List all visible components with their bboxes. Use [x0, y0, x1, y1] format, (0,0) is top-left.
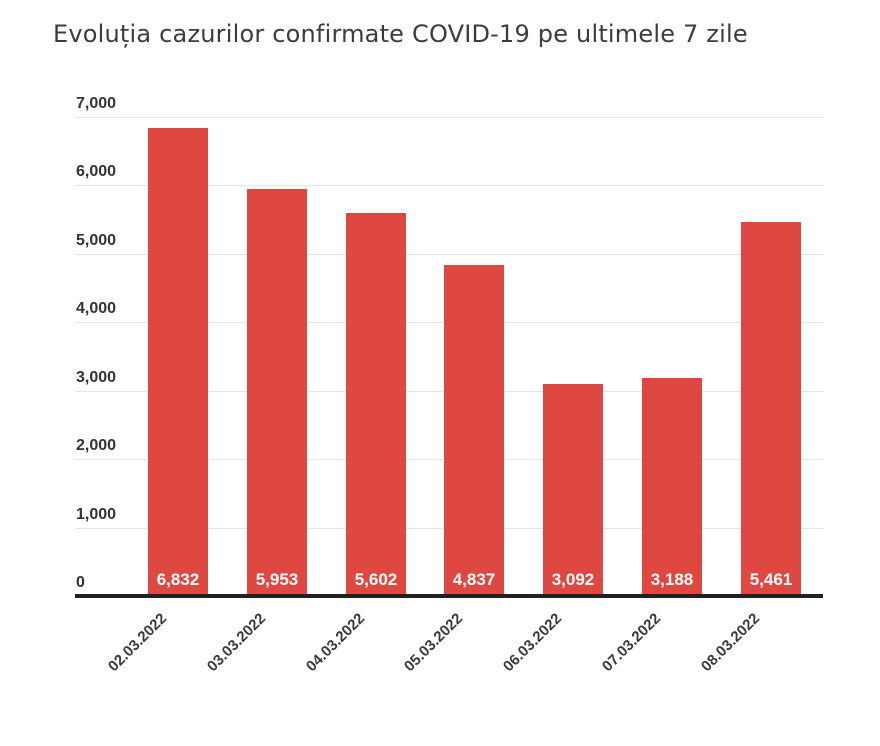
y-gridline: [75, 185, 824, 186]
y-tick-label: 3,000: [76, 369, 117, 386]
bar: [148, 128, 208, 594]
bar: [444, 265, 504, 594]
x-axis-line: [75, 594, 823, 598]
x-tick-label: 05.03.2022: [400, 610, 467, 676]
y-gridline: [75, 117, 824, 118]
x-tick-label: 03.03.2022: [203, 610, 270, 676]
x-tick-label: 07.03.2022: [598, 610, 665, 676]
bar: [543, 384, 603, 594]
x-tick-label: 08.03.2022: [697, 610, 764, 676]
chart-title: Evoluția cazurilor confirmate COVID-19 p…: [53, 20, 748, 48]
y-gridline: [75, 254, 824, 255]
y-tick-label: 6,000: [76, 163, 117, 180]
y-tick-label: 5,000: [76, 232, 117, 249]
bar-value-label: 5,602: [354, 570, 398, 589]
y-tick-label: 2,000: [76, 437, 117, 454]
bar-value-label: 5,461: [749, 570, 793, 589]
bar-value-label: 6,832: [156, 570, 200, 589]
bar-value-label: 3,092: [551, 570, 595, 589]
bar-value-label: 5,953: [255, 570, 299, 589]
bar: [346, 213, 406, 594]
bar-value-label: 3,188: [650, 570, 694, 589]
bar: [642, 378, 702, 594]
y-tick-label: 1,000: [76, 506, 117, 523]
x-tick-label: 04.03.2022: [302, 610, 369, 676]
x-tick-label: 06.03.2022: [499, 610, 566, 676]
bar-value-label: 4,837: [452, 570, 496, 589]
x-tick-label: 02.03.2022: [104, 610, 171, 676]
bar: [741, 222, 801, 594]
y-tick-label: 0: [76, 574, 85, 591]
bar: [247, 189, 307, 594]
y-tick-label: 7,000: [76, 95, 117, 112]
y-tick-label: 4,000: [76, 300, 117, 317]
